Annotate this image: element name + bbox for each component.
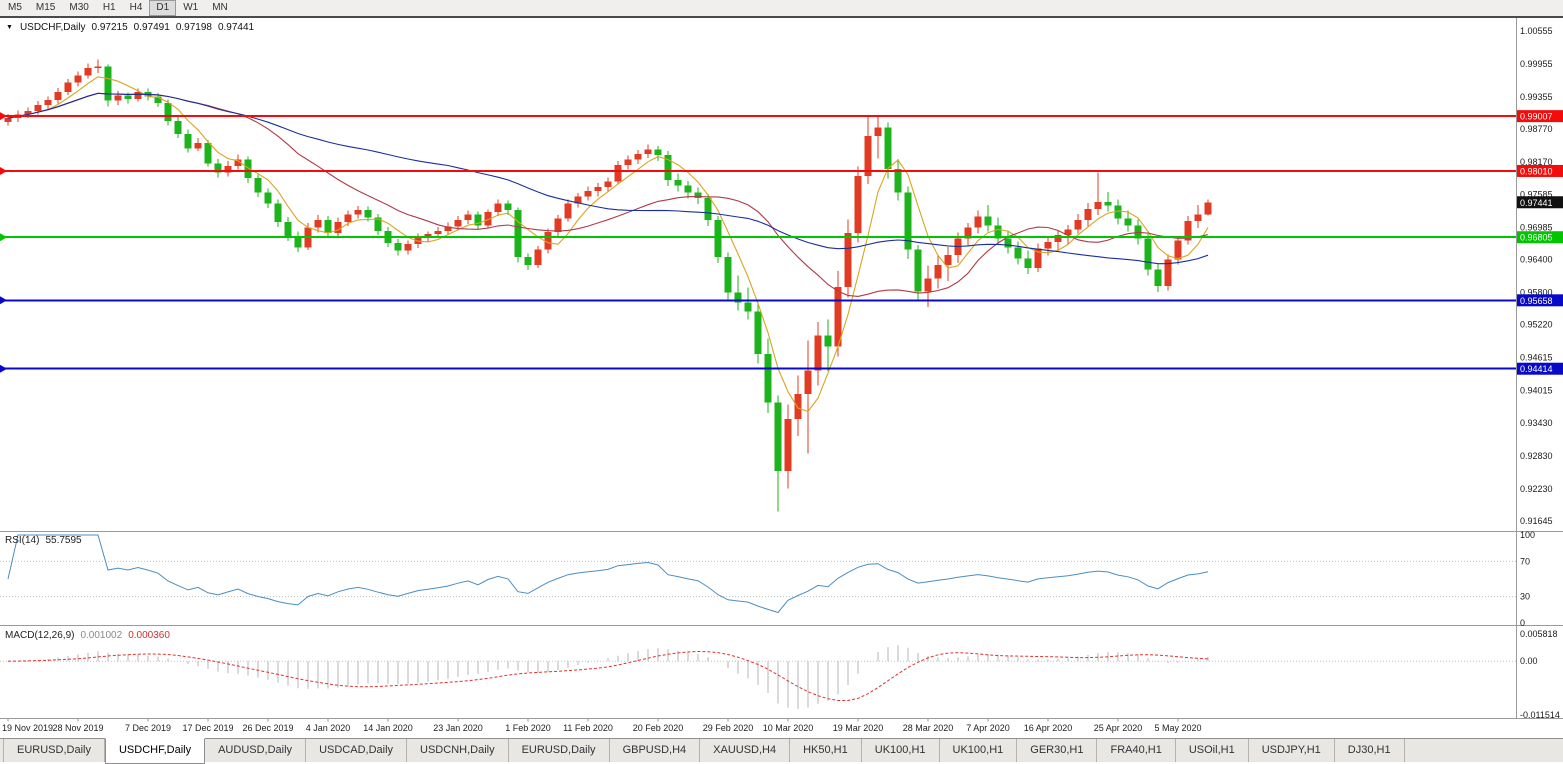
svg-text:0.94414: 0.94414 bbox=[1520, 364, 1553, 374]
rsi-indicator-label: RSI(14) 55.7595 bbox=[5, 535, 82, 546]
timeframe-button-w1[interactable]: W1 bbox=[183, 2, 199, 13]
timeframe-button-m30[interactable]: M30 bbox=[69, 2, 89, 13]
svg-text:14 Jan 2020: 14 Jan 2020 bbox=[363, 723, 413, 733]
macd-main-value: 0.001002 bbox=[80, 630, 123, 641]
svg-text:0.98770: 0.98770 bbox=[1520, 124, 1553, 134]
svg-text:0.93430: 0.93430 bbox=[1520, 418, 1553, 428]
svg-text:4 Jan 2020: 4 Jan 2020 bbox=[306, 723, 351, 733]
macd-panel: 0.005818 0.00 -0.011514 bbox=[0, 629, 1560, 720]
svg-text:0: 0 bbox=[1520, 618, 1525, 628]
svg-text:17 Dec 2019: 17 Dec 2019 bbox=[182, 723, 233, 733]
svg-text:0.92230: 0.92230 bbox=[1520, 484, 1553, 494]
svg-text:5 May 2020: 5 May 2020 bbox=[1154, 723, 1201, 733]
chart-tab-audusd-daily[interactable]: AUDUSD,Daily bbox=[205, 739, 307, 762]
svg-text:11 Feb 2020: 11 Feb 2020 bbox=[563, 723, 613, 733]
svg-text:0.96985: 0.96985 bbox=[1520, 222, 1553, 232]
chart-tab-xauusd-h4[interactable]: XAUUSD,H4 bbox=[700, 739, 791, 762]
svg-text:16 Apr 2020: 16 Apr 2020 bbox=[1024, 723, 1073, 733]
svg-text:7 Dec 2019: 7 Dec 2019 bbox=[125, 723, 171, 733]
price-chart-canvas[interactable]: 1.00555 0.99955 0.99355 0.98770 0.98170 0.975… bbox=[0, 18, 1563, 738]
svg-text:70: 70 bbox=[1520, 556, 1530, 566]
timeframe-toolbar: M5 M15 M30 H1 H4 D1 W1 MN bbox=[0, 0, 1563, 18]
macd-indicator-label: MACD(12,26,9) 0.001002 0.000360 bbox=[5, 630, 170, 641]
svg-text:26 Dec 2019: 26 Dec 2019 bbox=[242, 723, 293, 733]
horizontal-level-lines bbox=[0, 112, 1516, 373]
svg-text:0.99955: 0.99955 bbox=[1520, 59, 1553, 69]
rsi-value: 55.7595 bbox=[45, 535, 82, 546]
chart-tab-usdchf-daily[interactable]: USDCHF,Daily bbox=[104, 738, 206, 764]
svg-text:100: 100 bbox=[1520, 530, 1535, 540]
svg-text:0.91645: 0.91645 bbox=[1520, 516, 1553, 526]
macd-name: MACD(12,26,9) bbox=[5, 630, 75, 641]
svg-text:7 Apr 2020: 7 Apr 2020 bbox=[966, 723, 1010, 733]
chart-tab-usdcnh-daily[interactable]: USDCNH,Daily bbox=[407, 739, 509, 762]
chart-tab-usdcad-daily[interactable]: USDCAD,Daily bbox=[306, 739, 408, 762]
svg-text:-0.011514: -0.011514 bbox=[1520, 710, 1560, 720]
chart-tab-eurusd-daily[interactable]: EURUSD,Daily bbox=[3, 739, 105, 762]
macd-signal-value: 0.000360 bbox=[128, 630, 170, 641]
timeframe-button-h1[interactable]: H1 bbox=[102, 2, 116, 13]
svg-text:0.96805: 0.96805 bbox=[1520, 233, 1553, 243]
timeframe-button-d1[interactable]: D1 bbox=[149, 0, 177, 16]
svg-text:30: 30 bbox=[1520, 592, 1530, 602]
svg-text:10 Mar 2020: 10 Mar 2020 bbox=[763, 723, 814, 733]
svg-text:29 Feb 2020: 29 Feb 2020 bbox=[703, 723, 754, 733]
ohlc-close: 0.97441 bbox=[217, 22, 255, 33]
svg-text:28 Nov 2019: 28 Nov 2019 bbox=[52, 723, 103, 733]
chart-symbol-label: USDCHF,Daily bbox=[19, 22, 86, 33]
chart-tab-gbpusd-h4[interactable]: GBPUSD,H4 bbox=[610, 739, 701, 762]
svg-text:0.94615: 0.94615 bbox=[1520, 353, 1553, 363]
timeframe-button-m5[interactable]: M5 bbox=[8, 2, 22, 13]
chevron-down-icon: ▼ bbox=[6, 24, 13, 31]
svg-text:0.98170: 0.98170 bbox=[1520, 157, 1553, 167]
chart-tab-uk100-h1[interactable]: UK100,H1 bbox=[862, 739, 940, 762]
candlesticks bbox=[4, 59, 1212, 512]
svg-text:0.98010: 0.98010 bbox=[1520, 166, 1553, 176]
svg-text:0.00: 0.00 bbox=[1520, 656, 1538, 666]
rsi-panel: 100 70 30 0 bbox=[0, 530, 1535, 628]
ohlc-high: 0.97491 bbox=[133, 22, 170, 33]
moving-average-lines bbox=[7, 76, 1209, 413]
chart-tab-hk50-h1[interactable]: HK50,H1 bbox=[790, 739, 862, 762]
timeframe-button-h4[interactable]: H4 bbox=[129, 2, 143, 13]
chart-tab-usoil-h1[interactable]: USOil,H1 bbox=[1176, 739, 1249, 762]
chart-tabbar: EURUSD,Daily USDCHF,Daily AUDUSD,Daily USDC… bbox=[0, 738, 1563, 764]
chart-tab-ger30-h1[interactable]: GER30,H1 bbox=[1017, 739, 1098, 762]
svg-text:1.00555: 1.00555 bbox=[1520, 26, 1553, 36]
svg-text:0.95220: 0.95220 bbox=[1520, 319, 1553, 329]
svg-text:0.97585: 0.97585 bbox=[1520, 189, 1553, 199]
svg-text:0.99355: 0.99355 bbox=[1520, 92, 1553, 102]
ohlc-low: 0.97198 bbox=[175, 22, 212, 33]
chart-tab-uk100-h1[interactable]: UK100,H1 bbox=[940, 739, 1018, 762]
timeframe-button-mn[interactable]: MN bbox=[212, 2, 228, 13]
svg-text:20 Feb 2020: 20 Feb 2020 bbox=[633, 723, 684, 733]
chart-tab-usdjpy-h1[interactable]: USDJPY,H1 bbox=[1249, 739, 1335, 762]
chart-tab-eurusd-daily[interactable]: EURUSD,Daily bbox=[509, 739, 610, 762]
svg-text:0.95658: 0.95658 bbox=[1520, 296, 1553, 306]
date-axis: 19 Nov 2019 28 Nov 2019 7 Dec 2019 17 Dec 2… bbox=[2, 718, 1202, 733]
svg-text:0.96400: 0.96400 bbox=[1520, 255, 1553, 265]
svg-text:0.92830: 0.92830 bbox=[1520, 451, 1553, 461]
svg-text:0.97441: 0.97441 bbox=[1520, 198, 1553, 208]
svg-text:28 Mar 2020: 28 Mar 2020 bbox=[903, 723, 954, 733]
chart-area[interactable]: 1.00555 0.99955 0.99355 0.98770 0.98170 0.975… bbox=[0, 18, 1563, 738]
svg-text:0.94015: 0.94015 bbox=[1520, 386, 1553, 396]
timeframe-button-m15[interactable]: M15 bbox=[35, 2, 56, 13]
svg-text:19 Nov 2019: 19 Nov 2019 bbox=[2, 723, 53, 733]
chart-tab-fra40-h1[interactable]: FRA40,H1 bbox=[1097, 739, 1176, 762]
svg-text:0.99007: 0.99007 bbox=[1520, 112, 1553, 122]
svg-text:0.005818: 0.005818 bbox=[1520, 629, 1558, 639]
svg-text:25 Apr 2020: 25 Apr 2020 bbox=[1094, 723, 1143, 733]
price-axis: 1.00555 0.99955 0.99355 0.98770 0.98170 0.975… bbox=[1517, 26, 1563, 526]
rsi-name: RSI(14) bbox=[5, 535, 40, 546]
ohlc-open: 0.97215 bbox=[91, 22, 128, 33]
svg-text:23 Jan 2020: 23 Jan 2020 bbox=[433, 723, 483, 733]
svg-text:19 Mar 2020: 19 Mar 2020 bbox=[833, 723, 884, 733]
chart-tab-dj30-h1[interactable]: DJ30,H1 bbox=[1335, 739, 1405, 762]
svg-text:1 Feb 2020: 1 Feb 2020 bbox=[505, 723, 551, 733]
chart-ohlc-header: ▼ USDCHF,Daily 0.97215 0.97491 0.97198 0… bbox=[6, 22, 254, 33]
svg-text:0.95800: 0.95800 bbox=[1520, 287, 1553, 297]
panel-frame bbox=[0, 18, 1563, 719]
